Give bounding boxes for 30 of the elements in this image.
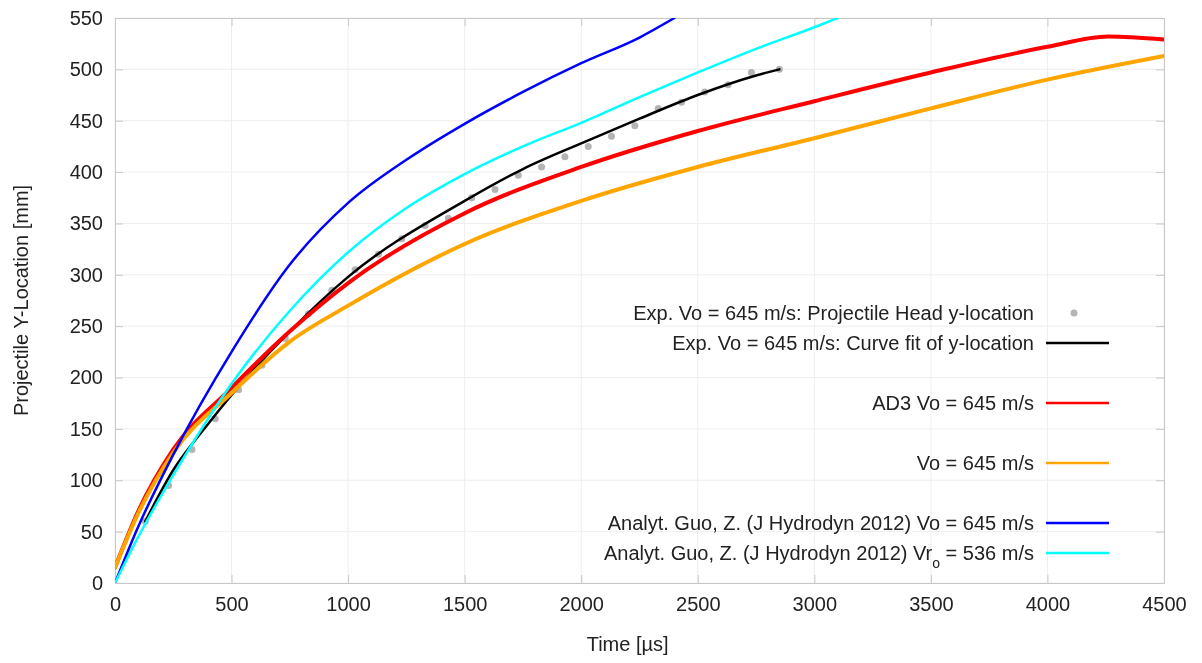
y-tick-label: 100	[69, 469, 103, 492]
legend-label: Analyt. Guo, Z. (J Hydrodyn 2012) Vo = 645 m/s	[607, 512, 1034, 534]
y-tick-label: 50	[80, 520, 103, 543]
y-tick-label: 450	[69, 109, 103, 132]
x-tick-label: 500	[215, 593, 249, 616]
legend-label: Vo = 645 m/s	[916, 452, 1034, 474]
y-tick-label: 550	[69, 6, 103, 29]
legend-label: Analyt. Guo, Z. (J Hydrodyn 2012) Vr$_{o}$ = 536 m/s	[603, 542, 1034, 571]
x-tick-label: 1500	[442, 593, 488, 616]
x-tick-label: 3000	[792, 593, 838, 616]
legend-label: Exp. Vo = 645 m/s: Projectile Head y-location	[633, 302, 1034, 324]
y-tick-label: 250	[69, 315, 103, 338]
x-tick-label: 2500	[676, 593, 721, 616]
x-tick-label: 1000	[326, 593, 371, 616]
y-tick-label: 0	[91, 571, 103, 594]
y-tick-label: 350	[69, 212, 103, 235]
y-tick-label: 400	[69, 160, 103, 183]
x-axis-title: Time [µs]	[586, 633, 669, 655]
y-tick-label: 500	[69, 58, 103, 81]
x-tick-label: 4000	[1025, 593, 1071, 616]
y-axis-title: Projectile Y-Location [mm]	[10, 184, 32, 417]
x-tick-label: 4500	[1142, 593, 1187, 616]
legend-label: AD3 Vo = 645 m/s	[872, 392, 1034, 414]
x-tick-label: 3500	[909, 593, 954, 616]
y-tick-label: 200	[69, 366, 103, 389]
legend-label: Exp. Vo = 645 m/s: Curve fit of y-location	[672, 332, 1034, 354]
x-tick-label: 0	[109, 593, 122, 616]
y-tick-label: 300	[69, 263, 103, 286]
x-tick-label: 2000	[559, 593, 604, 616]
y-tick-label: 150	[69, 417, 103, 440]
